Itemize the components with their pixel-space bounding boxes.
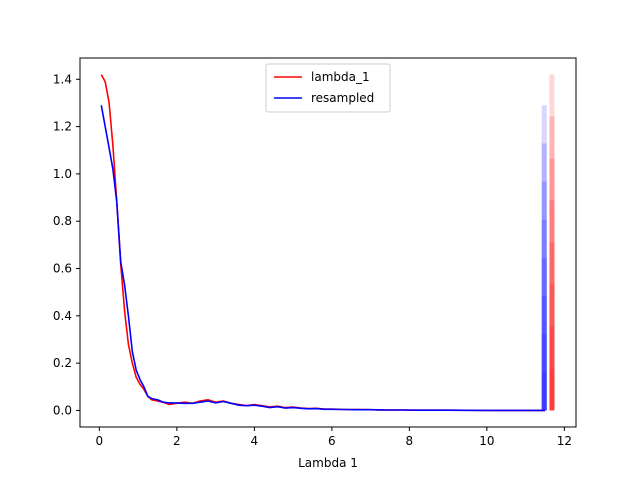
y-tick-label: 0.0 [53, 403, 72, 417]
side-bar-segment [541, 257, 547, 411]
y-tick-label: 0.6 [53, 262, 72, 276]
side-bar-segment [549, 200, 555, 411]
side-bar-segment [541, 181, 547, 411]
side-bar-segment [541, 372, 547, 411]
plot-frame [79, 57, 577, 428]
x-tick-label: 0 [96, 434, 104, 448]
side-bar-segment [541, 105, 547, 411]
side-bar-segment [549, 284, 555, 411]
side-bar-segment [549, 242, 555, 411]
side-bar-lambda_1 [549, 74, 555, 411]
side-bar-segment [549, 116, 555, 411]
y-tick-label: 0.8 [53, 214, 72, 228]
x-tick-label: 4 [251, 434, 259, 448]
x-tick-label: 2 [173, 434, 181, 448]
x-tick-label: 12 [557, 434, 572, 448]
x-tick-label: 6 [328, 434, 336, 448]
x-tick-label: 8 [406, 434, 414, 448]
y-tick-label: 1.0 [53, 167, 72, 181]
side-bar-resampled [541, 105, 547, 411]
y-tick-label: 1.2 [53, 120, 72, 134]
side-bar-segment [541, 296, 547, 411]
side-bar-segment [549, 368, 555, 411]
x-axis: 0 2 4 6 8 10 12 [96, 427, 572, 448]
x-axis-label: Lambda 1 [298, 456, 358, 470]
legend: lambda_1 resampled [265, 63, 391, 113]
y-tick-label: 0.2 [53, 356, 72, 370]
side-bar-segment [541, 143, 547, 411]
side-bar-segment [541, 334, 547, 411]
legend-box [265, 63, 391, 113]
side-bar-segment [541, 219, 547, 411]
y-tick-label: 0.4 [53, 309, 72, 323]
side-bar-segment [549, 326, 555, 411]
side-bar-segment [549, 74, 555, 411]
legend-label: lambda_1 [311, 70, 370, 84]
y-tick-label: 1.4 [53, 72, 72, 86]
side-bar-segment [549, 158, 555, 411]
series-line-lambda_1 [100, 74, 545, 412]
legend-label: resampled [311, 91, 374, 105]
x-tick-label: 10 [479, 434, 494, 448]
y-axis: 0.0 0.2 0.4 0.6 0.8 1.0 1.2 1.4 [53, 72, 80, 417]
series-line-resampled [100, 105, 545, 412]
